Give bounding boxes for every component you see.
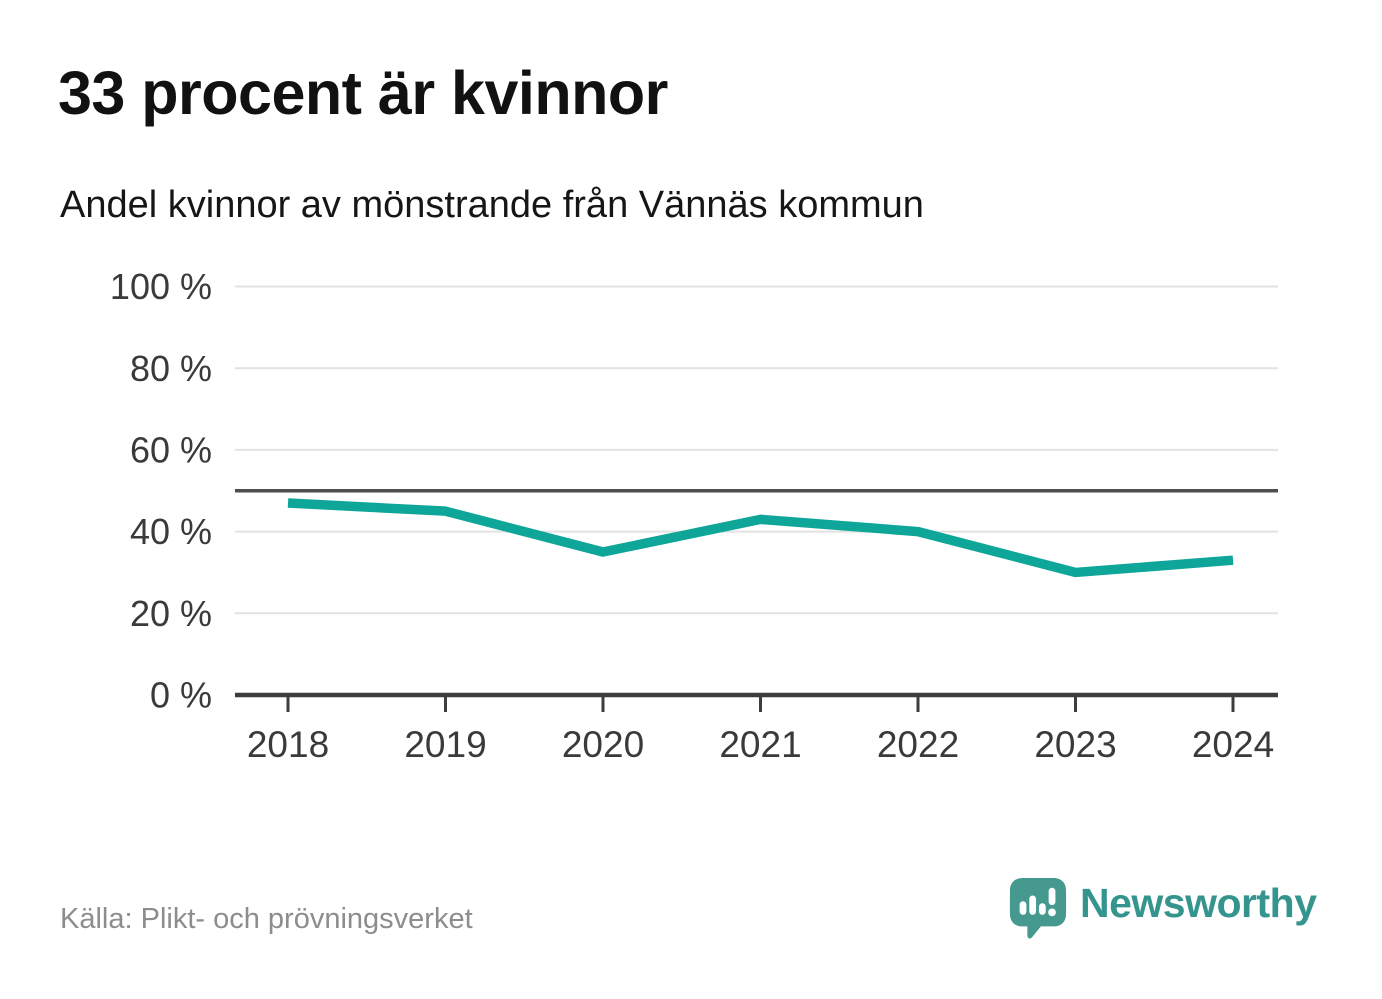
y-axis-label: 80 %: [130, 348, 212, 389]
logo-bar-icon: [1029, 895, 1037, 915]
y-axis-label: 40 %: [130, 511, 212, 552]
newsworthy-wordmark: Newsworthy: [1080, 879, 1317, 926]
y-axis-label: 20 %: [130, 593, 212, 634]
newsworthy-logo: Newsworthy: [1008, 876, 1317, 942]
logo-exclamation-dot-icon: [1048, 908, 1056, 917]
data-line: [287, 498, 1234, 578]
y-axis-label: 60 %: [130, 430, 212, 471]
chart-subtitle: Andel kvinnor av mönstrande från Vännäs …: [60, 184, 924, 226]
x-axis-label: 2018: [247, 724, 329, 765]
logo-bar-icon: [1019, 901, 1027, 915]
x-axis-label: 2020: [562, 724, 644, 765]
source-note: Källa: Plikt- och prövningsverket: [60, 903, 473, 935]
logo-exclamation-icon: [1048, 887, 1056, 906]
chart-title: 33 procent är kvinnor: [58, 59, 668, 127]
x-axis-label: 2021: [719, 724, 801, 765]
x-axis-label: 2024: [1192, 724, 1274, 765]
logo-bar-icon: [1038, 903, 1046, 915]
x-axis-label: 2023: [1034, 724, 1116, 765]
y-axis-label: 100 %: [110, 266, 212, 307]
x-axis-label: 2022: [877, 724, 959, 765]
x-axis-label: 2019: [404, 724, 486, 765]
y-axis-label: 0 %: [150, 675, 212, 716]
newsworthy-bubble-icon: [1009, 878, 1067, 939]
